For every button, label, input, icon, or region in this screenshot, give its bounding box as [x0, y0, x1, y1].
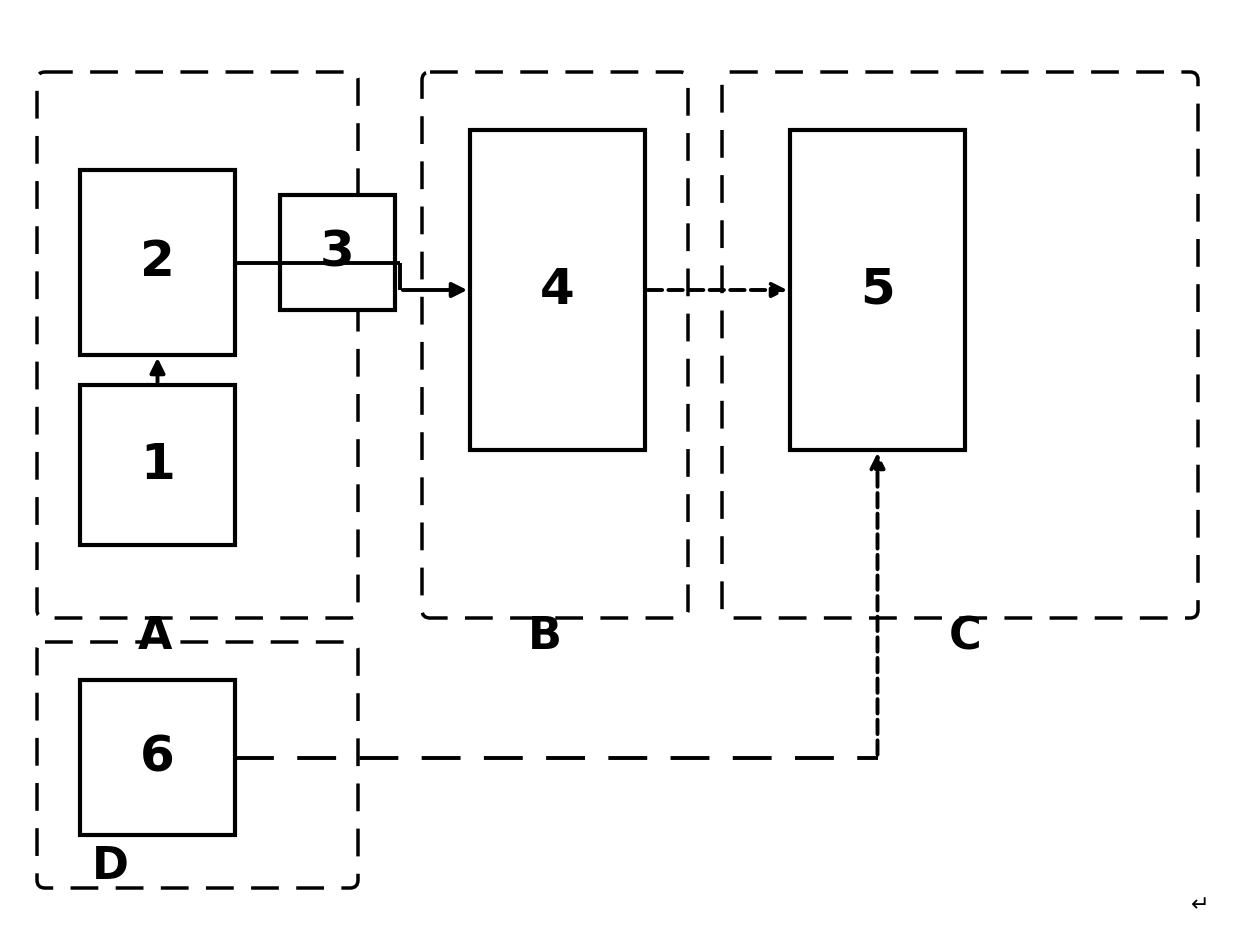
- Text: D: D: [92, 845, 129, 888]
- Bar: [81, 680, 236, 835]
- Bar: [790, 130, 965, 450]
- Text: 4: 4: [541, 266, 575, 314]
- Text: 5: 5: [861, 266, 895, 314]
- Text: A: A: [138, 615, 172, 658]
- Bar: [280, 195, 396, 310]
- Text: 2: 2: [140, 238, 175, 286]
- Bar: [470, 130, 645, 450]
- Bar: [81, 170, 236, 355]
- Text: 1: 1: [140, 441, 175, 489]
- Text: ↵: ↵: [1192, 895, 1210, 915]
- Text: 6: 6: [140, 733, 175, 782]
- Text: C: C: [949, 615, 981, 658]
- Text: 3: 3: [320, 228, 355, 277]
- Bar: [81, 385, 236, 545]
- Text: B: B: [528, 615, 562, 658]
